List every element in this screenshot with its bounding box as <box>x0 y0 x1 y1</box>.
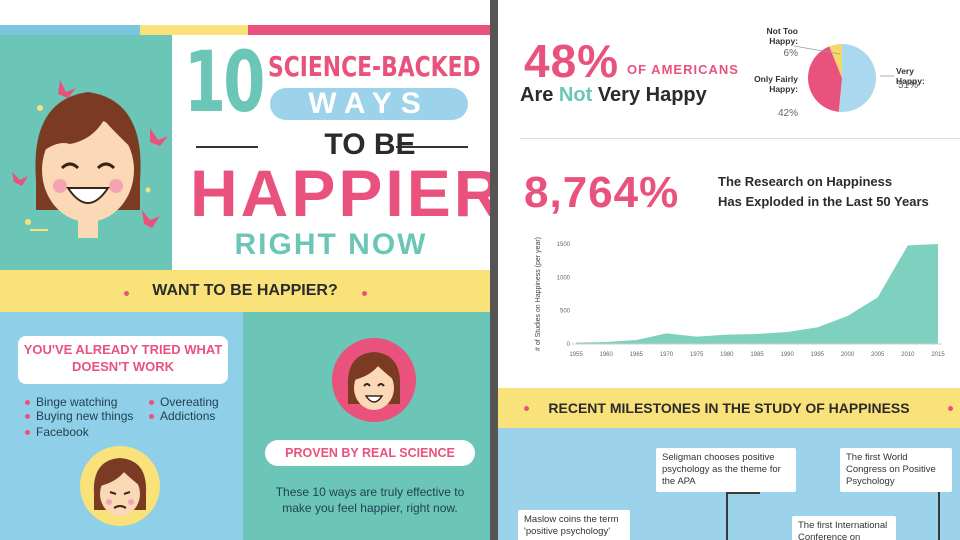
divider-line <box>196 146 258 148</box>
title-number: 10 <box>184 33 265 131</box>
x-tick-label: 2010 <box>901 352 915 358</box>
want-banner-text: WANT TO BE HAPPIER? <box>152 282 338 299</box>
timeline-connector <box>938 478 940 540</box>
list-item: Facebook <box>25 425 89 439</box>
panel-gap <box>490 0 498 540</box>
color-stripe <box>0 25 490 35</box>
proven-title-pill <box>265 440 475 466</box>
pie-value-only-fairly-happy: 42% <box>777 108 798 119</box>
list-item: Buying new things <box>24 409 134 423</box>
happiness-pie-chart <box>808 44 876 113</box>
timeline-connector <box>726 492 728 540</box>
title-ways: WAYS <box>308 87 430 120</box>
y-tick-label: 1000 <box>557 275 571 281</box>
milestone-card: The first World Congress on Positive Psy… <box>840 448 952 492</box>
x-tick-label: 2005 <box>871 352 885 358</box>
x-tick-label: 1975 <box>690 352 704 358</box>
y-tick-label: 0 <box>567 342 571 348</box>
text-not: Not <box>558 84 593 106</box>
proven-title: PROVEN BY REAL SCIENCE <box>285 446 455 460</box>
research-line-2: Has Exploded in the Last 50 Years <box>718 194 929 209</box>
x-tick-label: 1985 <box>750 352 764 358</box>
happy-girl-illustration <box>12 80 168 238</box>
pie-label-only-fairly-happy: Only Fairly Happy: <box>754 74 798 94</box>
bullet-dot <box>362 291 367 296</box>
bullet-dot <box>948 406 953 411</box>
milestone-card: Maslow coins the term 'positive psycholo… <box>518 510 630 540</box>
x-tick-label: 1960 <box>599 352 613 358</box>
list-item: Binge watching <box>24 395 118 409</box>
pie-leader-lines <box>794 45 894 77</box>
smiling-girl-illustration <box>332 338 416 422</box>
area-series <box>576 244 938 344</box>
y-tick-label: 1500 <box>557 242 571 248</box>
studies-area-chart: # of Studies on Happiness (per year) 0 500… <box>535 237 945 358</box>
x-tick-label: 1990 <box>780 352 794 358</box>
x-tick-label: 2015 <box>931 352 945 358</box>
ways-pill <box>270 88 468 120</box>
stat-48-percent: 48% <box>524 35 620 87</box>
y-tick-label: 500 <box>560 309 571 315</box>
milestone-card: The first International Conference on <box>792 516 896 540</box>
x-tick-label: 1970 <box>660 352 674 358</box>
milestone-card: Seligman chooses positive psychology as … <box>656 448 796 492</box>
milestones-banner <box>498 388 960 428</box>
timeline-connector <box>726 492 760 494</box>
proven-description: These 10 ways are truly effective to mak… <box>275 485 465 515</box>
stat-of-americans: OF AMERICANS <box>627 62 739 77</box>
pie-value-very-happy: 51% <box>898 80 919 91</box>
title-to-be: TO BE <box>324 128 416 161</box>
pie-slice <box>808 46 842 112</box>
stat-8764-percent: 8,764% <box>524 168 680 217</box>
text-very-happy: Very Happy <box>597 84 707 106</box>
stat-not-very-happy: Are Not Very Happy <box>520 84 707 107</box>
x-tick-label: 1955 <box>569 352 583 358</box>
pie-label-not-too-happy: Not Too Happy: <box>766 26 798 46</box>
x-tick-label: 1980 <box>720 352 734 358</box>
text-are: Are <box>520 84 554 106</box>
x-tick-label: 2000 <box>841 352 855 358</box>
x-tick-label: 1965 <box>630 352 644 358</box>
y-axis-label: # of Studies on Happiness (per year) <box>535 237 542 351</box>
title-science-backed: SCIENCE-BACKED <box>268 50 481 83</box>
sad-girl-illustration <box>80 446 160 526</box>
x-tick-label: 1995 <box>811 352 825 358</box>
section-divider <box>520 138 960 139</box>
list-item: Addictions <box>148 409 216 423</box>
list-item: Overeating <box>149 395 219 409</box>
pie-value-not-too-happy: 6% <box>783 48 798 59</box>
pie-slice <box>838 44 876 113</box>
tried-title: YOU'VE ALREADY TRIED WHAT DOESN'T WORK <box>23 342 223 374</box>
bullet-dot <box>524 406 529 411</box>
bullet-dot <box>124 291 129 296</box>
pie-label-very-happy: Very Happy: <box>896 66 925 86</box>
research-caption: The Research on Happiness Has Exploded i… <box>718 172 929 212</box>
milestones-banner-text: RECENT MILESTONES IN THE STUDY OF HAPPIN… <box>548 400 910 416</box>
divider-line <box>396 146 468 148</box>
want-banner <box>0 270 490 312</box>
title-happier: HAPPIER <box>190 156 505 230</box>
research-line-1: The Research on Happiness <box>718 174 893 189</box>
title-right-now: RIGHT NOW <box>234 228 428 261</box>
tried-title-box <box>18 336 228 384</box>
